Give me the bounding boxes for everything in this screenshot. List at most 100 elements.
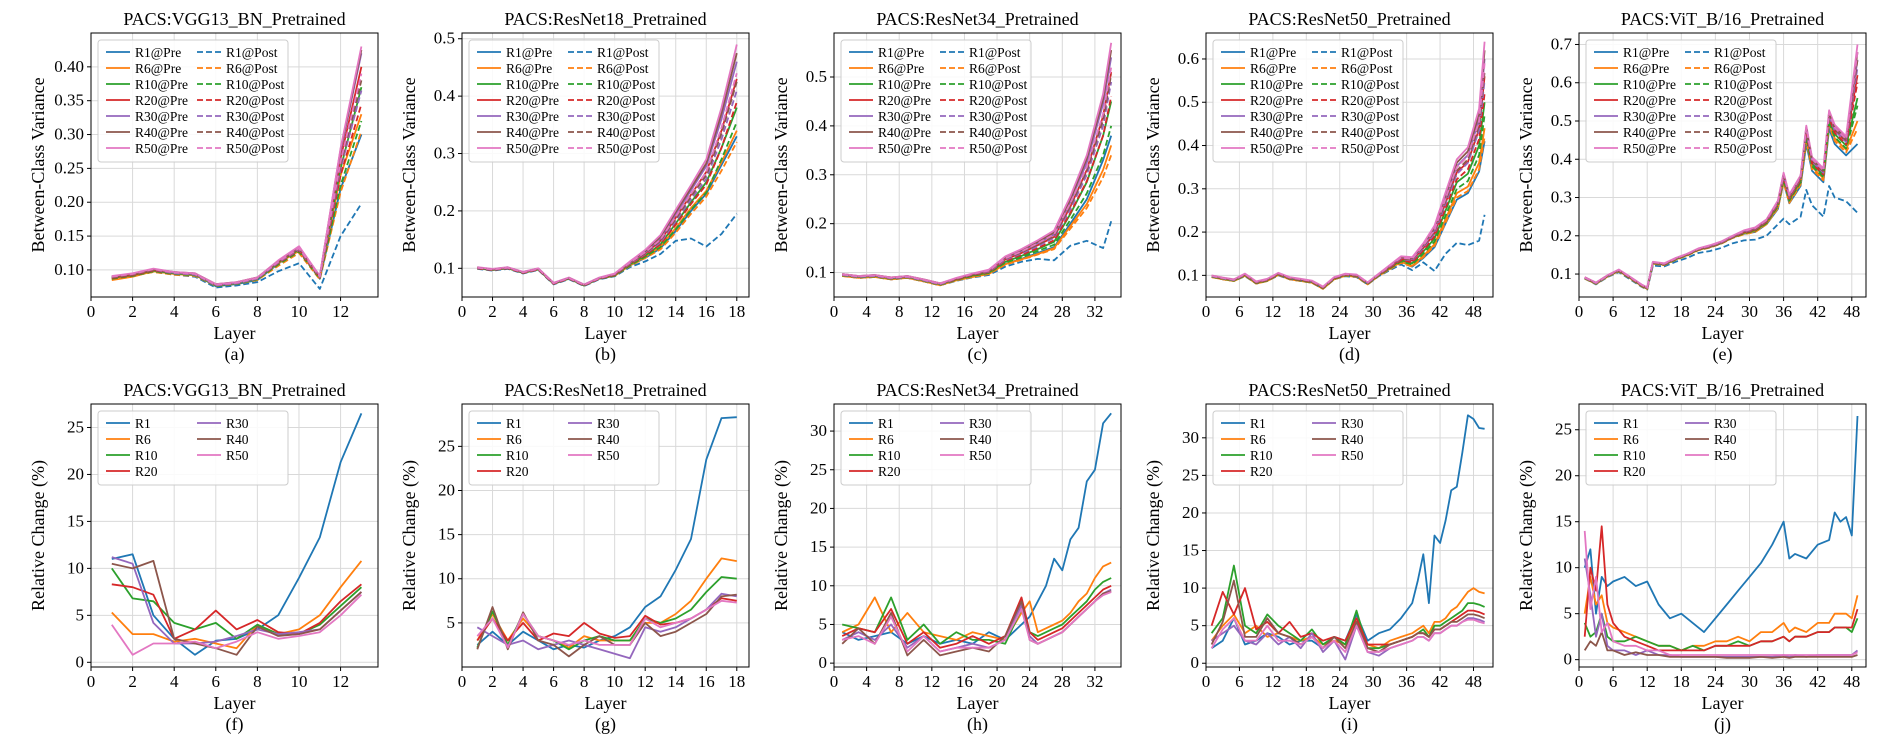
x-tick-label: 6 [212,672,221,691]
x-tick-label: 18 [1673,302,1690,321]
series-line-r50 [111,594,363,656]
legend: R1@PreR6@PreR10@PreR20@PreR30@PreR40@Pre… [97,39,289,163]
series-line-r50-post [477,72,738,286]
series-group [111,46,363,290]
x-axis-label: Layer [1702,693,1744,713]
legend-entry: R20 [1250,464,1273,479]
series-line-r50-post [111,73,363,286]
chart-title: PACS:ViT_B/16_Pretrained [1621,9,1824,29]
y-tick-label: 0.40 [54,57,84,76]
legend-entry: R6 [1250,432,1266,447]
x-tick-label: 42 [1809,302,1826,321]
legend-box [97,410,289,486]
x-tick-label: 8 [580,302,589,321]
x-tick-label: 8 [253,302,262,321]
y-tick-label: 5 [1564,604,1573,623]
legend-entry: R10@Post [226,77,284,92]
x-tick-label: 0 [458,672,467,691]
legend-entry: R30@Pre [1623,109,1676,124]
x-tick-label: 36 [1775,672,1792,691]
chart-panel-c: 0 4 8 12 16 20 24 28 32 0.1 0.2 0.3 0.4 0.5 PACS:ResNe… [771,9,1122,365]
series-line-r6 [841,561,1112,641]
legend-entry: R10@Pre [1250,77,1303,92]
y-tick-label: 0.3 [1178,179,1199,198]
y-tick-label: 0.10 [54,260,84,279]
x-tick-label: 10 [606,302,623,321]
subfigure-caption: (e) [1713,344,1733,365]
x-axis-label: Layer [585,693,627,713]
legend-box [840,410,1032,486]
legend-entry: R1@Pre [135,45,181,60]
plot-frame [461,32,750,298]
series-group [111,413,363,656]
legend-box [1212,39,1404,163]
series-line-r20 [1583,525,1859,652]
x-tick-label: 18 [1673,672,1690,691]
y-tick-label: 0.3 [806,165,827,184]
legend-entry: R6@Pre [506,61,552,76]
series-line-r40 [476,593,737,658]
legend-entry: R40@Post [226,125,284,140]
legend-entry: R50@Post [1341,141,1399,156]
y-tick-label: 0.3 [1551,188,1572,207]
x-tick-label: 20 [989,672,1006,691]
legend-entry: R1 [1250,416,1266,431]
y-tick-label: 25 [1555,420,1572,439]
legend-entry: R1@Pre [506,45,552,60]
legend-entry: R40@Pre [878,125,931,140]
x-tick-label: 12 [637,672,654,691]
y-tick-label: 10 [438,569,455,588]
series-line-r40 [1210,579,1485,653]
legend-entry: R1@Pre [1623,45,1669,60]
y-tick-label: 0.1 [1551,264,1572,283]
legend-entry: R10@Pre [135,77,188,92]
x-tick-label: 18 [728,302,745,321]
legend-entry: R40 [226,432,249,447]
chart-panel-d: 0 6 12 18 24 30 36 42 48 0.1 0.2 0.3 0.4 0.5 0.6 PACS:R… [1143,9,1494,365]
legend-entry: R10@Pre [506,77,559,92]
legend-entry: R50@Post [226,141,284,156]
y-tick-label: 10 [1182,578,1199,597]
series-line-r40 [1583,631,1858,659]
x-tick-label: 2 [128,302,137,321]
legend-entry: R30@Post [1714,109,1772,124]
chart-panel-a: 0 2 4 6 8 10 12 0.10 0.15 0.20 0.25 0.30 0.35 0.40 PAC… [28,9,379,365]
x-tick-label: 14 [667,302,685,321]
x-axis-label: Layer [1329,323,1371,343]
legend-entry: R20@Post [1714,93,1772,108]
legend-entry: R10@Post [1714,77,1772,92]
y-tick-label: 30 [810,421,827,440]
y-axis-label: Relative Change (%) [399,460,420,611]
series-line-r20 [1210,587,1485,646]
legend-entry: R40@Post [969,125,1027,140]
y-tick-label: 0.1 [806,263,827,282]
legend-entry: R1@Pre [1250,45,1296,60]
x-tick-label: 36 [1775,302,1792,321]
legend: R1@PreR6@PreR10@PreR20@PreR30@PreR40@Pre… [840,39,1032,163]
legend-entry: R1@Post [1714,45,1766,60]
chart-title: PACS:ViT_B/16_Pretrained [1621,380,1824,400]
legend-entry: R30@Pre [878,109,931,124]
y-tick-label: 0.20 [54,192,84,211]
x-tick-label: 6 [1609,672,1618,691]
legend-entry: R30@Pre [1250,109,1303,124]
legend-entry: R50@Post [969,141,1027,156]
legend-entry: R10@Post [1341,77,1399,92]
x-tick-label: 4 [170,672,179,691]
x-axis-label: Layer [1329,693,1371,713]
legend-entry: R50@Pre [878,141,931,156]
legend-box [840,39,1032,163]
x-tick-label: 28 [1054,302,1071,321]
y-axis-label: Between-Class Variance [771,77,791,252]
chart-title: PACS:VGG13_BN_Pretrained [123,380,345,400]
subfigure-caption: (j) [1714,714,1731,735]
x-axis-label: Layer [1702,323,1744,343]
legend-entry: R1 [135,416,151,431]
chart-panel-e: 0 6 12 18 24 30 36 42 48 0.1 0.2 0.3 0.4 0.5 0.6 0.7 PAC… [1516,9,1867,365]
x-tick-label: 20 [989,302,1006,321]
series-line-r50 [841,591,1112,653]
x-tick-label: 18 [1298,672,1315,691]
x-tick-label: 0 [1575,302,1584,321]
